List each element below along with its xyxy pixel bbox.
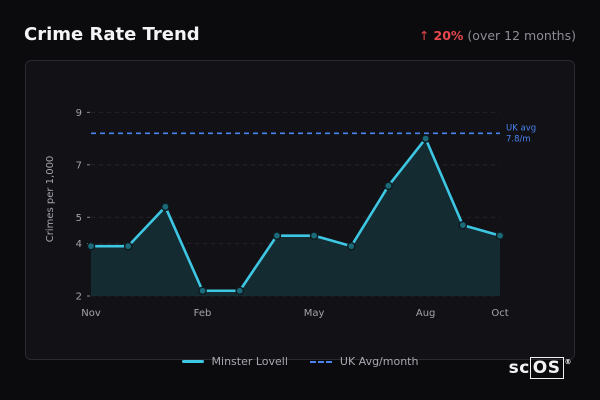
x-tick-label: Aug [416,308,436,319]
uk-average-label: UK avg [506,123,536,133]
chart-card [25,60,575,360]
data-point[interactable] [421,134,430,143]
legend-item-series[interactable]: Minster Lovell [181,355,288,368]
data-point[interactable] [384,181,393,191]
data-point[interactable] [346,241,356,251]
data-point[interactable] [235,286,245,296]
data-point[interactable] [86,241,96,251]
data-point[interactable] [198,286,207,296]
logo-text-plain: sc [508,358,530,378]
legend-reference-label: UK Avg/month [339,355,419,368]
y-tick-label: 7 [76,160,82,171]
chart-legend: Minster Lovell UK Avg/month [0,355,600,368]
y-tick-label: 4 [76,239,82,250]
registered-mark: ® [564,358,572,366]
data-point[interactable] [458,220,468,230]
data-point[interactable] [272,231,282,240]
y-tick-label: 2 [76,292,82,303]
x-tick-label: May [304,308,325,319]
series-area-fill [91,138,500,296]
y-axis-title: Crimes per 1,000 [45,156,56,243]
logo-text-boxed: OS [529,357,564,379]
x-tick-label: Oct [491,308,508,319]
data-point[interactable] [309,231,319,240]
legend-series-label: Minster Lovell [211,355,288,368]
trend-period-note: (over 12 months) [467,28,576,43]
legend-swatch-solid [181,360,204,363]
data-point[interactable] [161,202,170,212]
trend-summary: ↑ 20% (over 12 months) [419,28,576,43]
trend-percentage: 20% [433,28,464,43]
legend-item-reference[interactable]: UK Avg/month [309,355,419,368]
uk-average-value-label: 7.8/m [506,134,531,144]
x-tick-label: Feb [194,308,212,319]
data-point[interactable] [495,231,505,240]
series-line-minster-lovell [91,137,501,293]
data-point[interactable] [123,241,133,251]
x-tick-label: Nov [81,308,101,319]
legend-swatch-dashed [309,360,332,363]
brand-logo: sc OS ® [508,357,572,379]
y-tick-label: 5 [76,213,82,224]
y-tick-label: 9 [76,108,82,119]
chart-title: Crime Rate Trend [24,24,200,45]
trend-up-arrow-icon: ↑ [419,28,430,43]
